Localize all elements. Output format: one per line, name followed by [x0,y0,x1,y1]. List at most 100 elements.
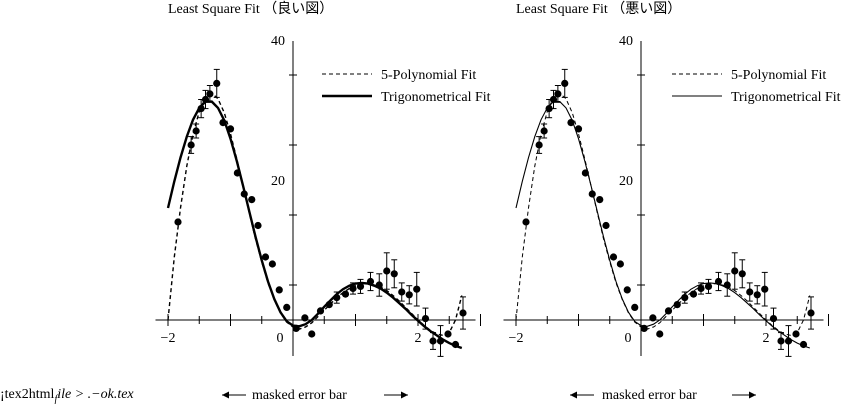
y-tick-label: 40 [271,34,285,49]
data-point [390,270,398,278]
data-point [777,337,785,345]
data-point [540,127,548,135]
data-point [254,221,262,230]
data-point [681,294,689,302]
data-point [535,141,543,149]
data-point [459,309,467,317]
data-point [649,314,657,322]
data-point [689,290,698,298]
data-point [444,330,452,338]
chart-panel-good: Least Square Fit （良い図） 20 40 −2 0 2 5-Polynomi… [155,1,491,403]
data-point [213,79,221,87]
data-point [301,314,309,322]
x-tick-label: 0 [277,331,284,346]
caption-arrowhead-right [401,391,408,399]
data-point [581,169,589,177]
chart-panel-bad: Least Square Fit （悪い図） 20 40 −2 0 2 5-Polynomi… [503,1,841,403]
data-point [226,125,235,133]
source-note-subscript: f [54,394,58,404]
data-point [429,337,437,345]
data-point [656,330,664,338]
source-note-text: ¡tex2html [0,387,55,402]
data-point [308,330,316,338]
legend-label: Trigonometrical Fit [381,90,491,105]
data-point [807,309,815,317]
legend-label: Trigonometrical Fit [731,90,841,105]
data-point [201,95,210,104]
data-point [561,79,569,87]
caption-arrowhead-right [749,391,756,399]
data-point [413,285,421,293]
data-point [673,301,681,309]
data-point [602,221,610,230]
data-point [753,291,761,299]
legend-label: 5-Polynomial Fit [381,68,476,83]
legend-label: 5-Polynomial Fit [731,68,826,83]
data-point [283,303,291,311]
x-tick-label: 2 [415,331,422,346]
x-tick-label: −2 [509,331,524,346]
trig-fit-line [515,101,810,349]
data-point [623,286,631,294]
data-point [574,125,583,133]
data-point [197,105,205,113]
data-point [545,105,553,113]
polynomial-fit-line [515,92,811,336]
caption-text: masked error bar [602,388,697,403]
data-point [341,290,350,298]
source-note-tail: ile > .−ok.tex [57,387,134,402]
polynomial-fit-line [167,92,463,337]
data-point [398,288,406,296]
data-point [421,315,430,323]
caption-arrowhead-left [570,391,577,399]
data-point [174,218,182,226]
data-point [240,190,248,198]
data-point [784,337,793,345]
data-point [697,284,705,293]
data-point [436,337,445,345]
data-point [567,119,575,127]
chart-title: Least Square Fit （良い図） [168,1,333,17]
data-point [325,301,333,309]
x-tick-label: −2 [161,331,176,346]
data-point [640,324,648,332]
x-tick-label: 0 [625,331,632,346]
data-point [233,169,241,177]
data-point [333,294,341,302]
caption-arrowhead-left [222,391,229,399]
data-point [664,307,673,315]
data-point [704,282,713,290]
data-point [451,340,460,349]
data-point [769,315,778,323]
data-point [554,90,562,98]
data-point [356,282,365,290]
data-point [192,127,200,135]
data-point [616,260,624,268]
data-point [522,218,530,226]
caption-text: masked error bar [252,388,347,403]
data-point [275,286,283,294]
chart-title: Least Square Fit （悪い図） [516,1,681,17]
data-point [349,284,357,293]
data-point [596,196,604,204]
data-point [268,260,276,268]
data-point [219,119,227,127]
data-point [206,90,214,98]
data-point [609,253,618,261]
y-tick-label: 20 [619,174,633,189]
data-point [792,330,800,338]
x-tick-label: 2 [763,331,770,346]
data-point [714,277,723,286]
data-point [549,95,558,104]
data-point [248,196,256,204]
data-point [588,190,596,198]
data-point [746,288,754,296]
data-point [405,291,413,299]
data-point [799,340,808,349]
data-point [738,270,746,278]
data-point [383,267,391,275]
data-point [366,277,375,286]
source-note: ¡tex2htmlfile > .−ok.tex [0,387,134,404]
data-point [292,324,300,332]
